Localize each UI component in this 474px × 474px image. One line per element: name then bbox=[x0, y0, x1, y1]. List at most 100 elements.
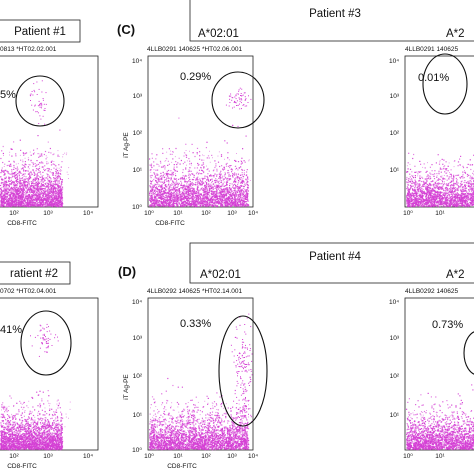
event-dot bbox=[229, 165, 231, 167]
event-dot bbox=[10, 179, 12, 181]
event-dot bbox=[186, 185, 188, 187]
event-dot bbox=[229, 167, 231, 169]
event-dot bbox=[58, 175, 60, 177]
event-dot bbox=[207, 196, 209, 198]
event-dot bbox=[53, 167, 55, 169]
gated-event-dot bbox=[39, 105, 41, 107]
event-dot bbox=[232, 201, 234, 203]
event-dot bbox=[208, 187, 210, 189]
event-dot bbox=[150, 165, 152, 167]
event-dot bbox=[193, 202, 195, 204]
event-dot bbox=[44, 197, 46, 199]
sparse-event-dot bbox=[228, 159, 230, 161]
event-dot bbox=[1, 191, 3, 193]
event-dot bbox=[150, 188, 152, 190]
event-dot bbox=[210, 174, 212, 176]
event-dot bbox=[234, 197, 236, 199]
event-dot bbox=[233, 201, 235, 203]
event-dot bbox=[57, 201, 59, 203]
event-dot bbox=[26, 190, 29, 192]
gated-event-dot bbox=[37, 112, 39, 114]
event-dot bbox=[49, 202, 52, 204]
event-dot bbox=[230, 189, 232, 191]
event-dot bbox=[187, 187, 189, 189]
event-dot bbox=[240, 181, 243, 184]
event-dot bbox=[220, 180, 222, 182]
event-dot bbox=[195, 199, 197, 201]
event-dot bbox=[31, 202, 33, 204]
event-dot bbox=[166, 194, 168, 196]
event-dot bbox=[29, 175, 31, 177]
event-dot bbox=[194, 203, 196, 205]
event-dot bbox=[44, 188, 46, 190]
event-dot bbox=[246, 203, 249, 205]
event-dot bbox=[50, 184, 52, 186]
event-dot bbox=[40, 183, 42, 185]
event-dot bbox=[217, 184, 219, 186]
event-dot bbox=[212, 188, 214, 191]
event-dot bbox=[234, 192, 237, 194]
event-dot bbox=[57, 203, 59, 205]
event-dot bbox=[1, 170, 3, 172]
event-dot bbox=[21, 192, 24, 194]
event-dot bbox=[178, 182, 180, 184]
event-dot bbox=[208, 188, 211, 190]
event-dot bbox=[166, 205, 168, 207]
event-dot bbox=[48, 202, 50, 204]
event-dot bbox=[56, 188, 58, 190]
gated-event-dot bbox=[31, 91, 33, 92]
event-dot bbox=[246, 196, 249, 198]
event-dot bbox=[50, 195, 52, 197]
event-dot bbox=[225, 203, 227, 205]
event-dot bbox=[195, 173, 198, 175]
event-dot bbox=[246, 198, 248, 200]
event-dot bbox=[21, 194, 24, 196]
event-dot bbox=[27, 188, 29, 190]
event-dot bbox=[46, 173, 48, 175]
event-dot bbox=[149, 164, 151, 166]
event-dot bbox=[218, 192, 220, 194]
event-dot bbox=[31, 184, 33, 186]
event-dot bbox=[38, 191, 40, 193]
event-dot bbox=[220, 154, 223, 156]
event-dot bbox=[190, 186, 192, 188]
event-dot bbox=[27, 178, 29, 180]
event-dot bbox=[11, 195, 14, 197]
event-dot bbox=[185, 189, 187, 191]
event-dot bbox=[6, 188, 8, 190]
event-dot bbox=[24, 205, 26, 207]
event-dot bbox=[20, 168, 23, 170]
event-dot bbox=[17, 195, 20, 197]
event-dot bbox=[210, 175, 212, 177]
event-dot bbox=[35, 201, 37, 203]
event-dot bbox=[48, 151, 50, 153]
event-dot bbox=[182, 193, 184, 195]
event-dot bbox=[42, 181, 44, 183]
event-dot bbox=[38, 201, 40, 204]
event-dot bbox=[160, 166, 163, 168]
event-dot bbox=[19, 202, 21, 204]
event-dot bbox=[190, 184, 192, 186]
event-dot bbox=[194, 191, 196, 193]
event-dot bbox=[16, 181, 18, 183]
event-dot bbox=[48, 186, 50, 188]
event-dot bbox=[151, 166, 153, 169]
event-dot bbox=[199, 196, 202, 198]
event-dot bbox=[180, 182, 183, 184]
event-dot bbox=[173, 164, 175, 166]
event-dot bbox=[209, 199, 211, 201]
event-dot bbox=[231, 174, 234, 177]
event-dot bbox=[41, 161, 43, 163]
sparse-event-dot bbox=[248, 160, 250, 162]
event-dot bbox=[55, 168, 57, 170]
event-dot bbox=[20, 202, 22, 204]
sparse-event-dot bbox=[179, 178, 181, 180]
event-dot bbox=[152, 187, 154, 189]
event-dot bbox=[163, 190, 165, 192]
event-dot bbox=[15, 196, 17, 198]
event-dot bbox=[218, 180, 220, 182]
event-dot bbox=[221, 203, 223, 205]
event-dot bbox=[22, 196, 25, 198]
event-dot bbox=[57, 171, 59, 173]
event-dot bbox=[16, 199, 18, 201]
